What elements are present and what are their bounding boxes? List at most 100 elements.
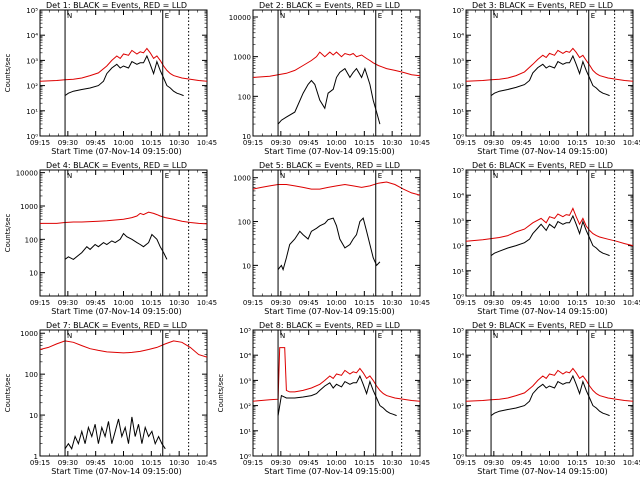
x-axis-label: Start Time (07-Nov-14 09:15:00) [477,307,607,316]
x-tick-label: 09:30 [58,459,78,467]
series-line-lld [40,340,207,358]
x-tick-label: 09:30 [271,299,291,307]
time-marker-flag: E [378,172,382,180]
time-marker-flag: E [165,12,169,20]
y-tick-label: 10¹ [452,268,464,276]
x-tick-label: 10:45 [410,459,430,467]
series-line-events [64,416,166,451]
y-tick-label: 10² [239,403,251,411]
y-tick-label: 10000 [16,170,38,178]
x-tick-label: 10:00 [326,299,346,307]
x-tick-label: 10:15 [354,459,374,467]
x-tick-label: 10:45 [623,459,640,467]
x-axis-label: Start Time (07-Nov-14 09:15:00) [264,147,394,156]
x-tick-label: 10:30 [595,299,615,307]
x-tick-label: 09:30 [58,299,78,307]
time-marker-flag: E [591,332,595,340]
chart-title: Det 1: BLACK = Events, RED = LLD [46,1,187,10]
chart-panel-det-7: Det 7: BLACK = Events, RED = LLD 1 10 100 10… [4,321,217,476]
x-tick-label: 09:30 [271,459,291,467]
series-line-lld [253,347,420,402]
x-tick-label: 10:45 [623,299,640,307]
y-tick-label: 1000 [233,175,251,183]
y-tick-label: 10⁵ [239,327,251,335]
y-tick-label: 10⁴ [239,352,251,360]
x-tick-label: 10:00 [113,299,133,307]
y-tick-label: 100 [25,236,38,244]
x-axis-label: Start Time (07-Nov-14 09:15:00) [51,307,181,316]
y-tick-label: 10² [452,243,464,251]
series-line-events [277,217,381,272]
x-tick-label: 10:30 [595,139,615,147]
chart-title: Det 2: BLACK = Events, RED = LLD [259,1,400,10]
x-tick-label: 10:30 [382,459,402,467]
chart-title: Det 4: BLACK = Events, RED = LLD [46,161,187,170]
x-tick-label: 09:15 [30,139,50,147]
x-tick-label: 09:15 [243,299,263,307]
x-tick-label: 09:15 [243,459,263,467]
y-tick-label: 10⁰ [26,133,38,141]
x-tick-label: 09:30 [484,459,504,467]
x-tick-label: 09:30 [484,139,504,147]
y-tick-label: 10² [452,83,464,91]
time-marker-flag: N [493,332,498,340]
chart-panel-det-2: Det 2: BLACK = Events, RED = LLD 10 100 100… [229,1,430,156]
y-tick-label: 10⁴ [452,352,464,360]
x-tick-label: 09:15 [30,459,50,467]
x-tick-label: 09:45 [512,139,532,147]
chart-title: Det 5: BLACK = Events, RED = LLD [259,161,400,170]
x-tick-label: 10:00 [113,139,133,147]
x-tick-label: 09:45 [512,299,532,307]
y-tick-label: 10⁴ [26,32,38,40]
chart-panel-det-6: Det 6: BLACK = Events, RED = LLD 10⁰ 10¹ 10… [452,161,640,316]
chart-title: Det 6: BLACK = Events, RED = LLD [472,161,613,170]
x-tick-label: 10:30 [595,459,615,467]
x-tick-label: 09:45 [299,139,319,147]
time-marker-flag: N [280,172,285,180]
x-tick-label: 09:45 [299,299,319,307]
y-tick-label: 100 [25,371,38,379]
x-tick-label: 10:30 [382,139,402,147]
y-tick-label: 10⁴ [452,32,464,40]
x-tick-label: 09:15 [456,459,476,467]
y-tick-label: 10⁴ [452,192,464,200]
time-marker-flag: E [165,172,169,180]
time-marker-flag: N [280,332,285,340]
x-tick-label: 10:45 [197,139,217,147]
time-marker-flag: E [591,172,595,180]
time-marker-flag: N [493,172,498,180]
y-tick-label: 1 [34,453,38,461]
x-tick-label: 09:45 [299,459,319,467]
chart-title: Det 8: BLACK = Events, RED = LLD [259,321,400,330]
chart-title: Det 7: BLACK = Events, RED = LLD [46,321,187,330]
chart-title: Det 3: BLACK = Events, RED = LLD [472,1,613,10]
x-tick-label: 10:30 [382,299,402,307]
y-tick-label: 10³ [452,57,464,65]
y-axis-label: Counts/sec [4,214,12,253]
series-line-lld [466,47,633,82]
x-tick-label: 10:15 [141,459,161,467]
y-tick-label: 10 [242,133,251,141]
x-tick-label: 10:15 [567,299,587,307]
y-tick-label: 10⁰ [452,453,464,461]
x-tick-label: 10:15 [141,139,161,147]
x-tick-label: 10:45 [410,139,430,147]
x-tick-label: 10:30 [169,139,189,147]
x-axis-label: Start Time (07-Nov-14 09:15:00) [477,147,607,156]
x-tick-label: 09:15 [456,299,476,307]
x-tick-label: 09:15 [243,139,263,147]
x-tick-label: 10:45 [623,139,640,147]
y-tick-label: 10⁵ [452,7,464,15]
series-line-events [490,374,610,417]
time-marker-flag: E [378,12,382,20]
chart-title: Det 9: BLACK = Events, RED = LLD [472,321,613,330]
x-tick-label: 10:45 [197,459,217,467]
y-tick-label: 10⁰ [239,453,251,461]
x-tick-label: 10:15 [354,139,374,147]
x-tick-label: 10:00 [539,299,559,307]
series-line-events [490,214,610,257]
x-tick-label: 10:15 [567,139,587,147]
y-tick-label: 10² [26,83,38,91]
series-line-events [64,54,184,97]
time-marker-flag: N [493,12,498,20]
